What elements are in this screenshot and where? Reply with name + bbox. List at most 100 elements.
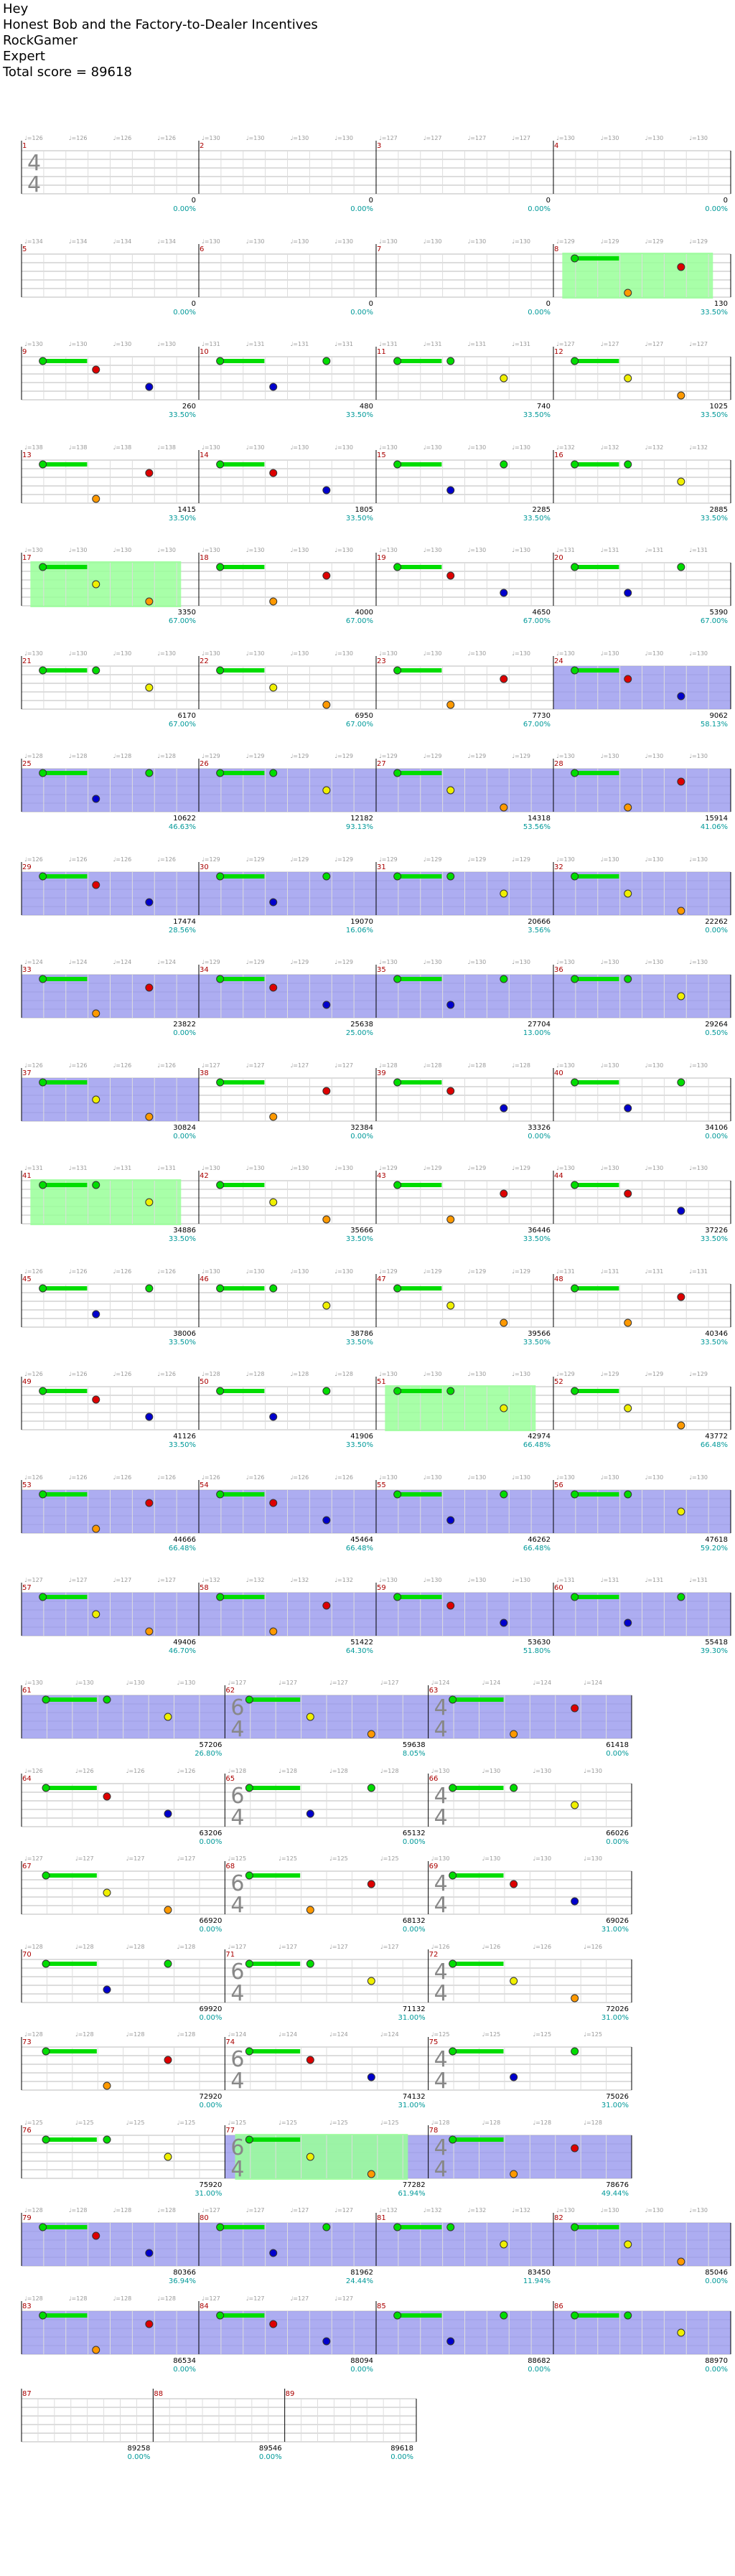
measure-number: 54 bbox=[200, 1481, 209, 1489]
sustain-tail bbox=[46, 1873, 97, 1878]
measure-score: 0 bbox=[369, 197, 373, 205]
bpm-marker: ♩=131 bbox=[512, 341, 530, 347]
bpm-marker: ♩=130 bbox=[689, 1474, 708, 1481]
bpm-marker: ♩=134 bbox=[24, 238, 43, 245]
bpm-marker: ♩=130 bbox=[69, 547, 88, 553]
note-gem bbox=[92, 1610, 100, 1619]
bpm-marker: ♩=127 bbox=[329, 1680, 348, 1686]
bpm-marker: ♩=128 bbox=[24, 1944, 43, 1950]
sustain-tail bbox=[42, 2313, 88, 2318]
bpm-marker: ♩=129 bbox=[512, 1268, 530, 1275]
bpm-marker: ♩=130 bbox=[601, 1474, 619, 1481]
bpm-marker: ♩=127 bbox=[689, 341, 708, 347]
note-gem bbox=[624, 1319, 632, 1327]
note-gem bbox=[446, 1301, 455, 1310]
note-gem bbox=[322, 1215, 331, 1224]
bpm-marker: ♩=129 bbox=[246, 856, 265, 863]
measure-score: 740 bbox=[537, 403, 551, 411]
note-gem bbox=[510, 2073, 518, 2081]
measure-number: 44 bbox=[554, 1172, 563, 1180]
measure-number: 65 bbox=[225, 1775, 235, 1783]
measure-score: 4000 bbox=[355, 609, 373, 617]
measure-score: 37226 bbox=[705, 1227, 728, 1235]
note-gem bbox=[393, 1593, 402, 1601]
measure-score: 7730 bbox=[533, 712, 551, 720]
sustain-tail bbox=[397, 462, 442, 467]
bpm-marker: ♩=130 bbox=[202, 650, 220, 657]
bpm-marker: ♩=128 bbox=[468, 1062, 487, 1069]
note-gem bbox=[446, 1087, 455, 1095]
total-score: Total score = 89618 bbox=[3, 65, 132, 80]
bpm-marker: ♩=128 bbox=[24, 2031, 43, 2038]
bpm-marker: ♩=130 bbox=[512, 1474, 530, 1481]
bpm-marker: ♩=129 bbox=[379, 856, 398, 863]
note-gem bbox=[446, 2337, 455, 2346]
bpm-marker: ♩=125 bbox=[329, 1855, 348, 1862]
measure-score: 59638 bbox=[403, 1741, 426, 1749]
note-gem bbox=[145, 383, 154, 391]
measure-number: 60 bbox=[554, 1584, 563, 1592]
bpm-marker: ♩=132 bbox=[512, 2207, 530, 2214]
measure-number: 85 bbox=[377, 2303, 386, 2310]
note-gem bbox=[216, 1593, 225, 1601]
note-gem bbox=[269, 1413, 278, 1421]
measure-score: 1025 bbox=[710, 403, 728, 411]
bpm-marker: ♩=130 bbox=[202, 444, 220, 451]
note-gem bbox=[92, 795, 100, 803]
bpm-marker: ♩=130 bbox=[689, 650, 708, 657]
measure-number: 62 bbox=[225, 1687, 235, 1695]
note-gem bbox=[92, 2346, 100, 2354]
measure-score: 33326 bbox=[528, 1124, 551, 1132]
measure-number: 49 bbox=[22, 1378, 32, 1386]
sustain-tail bbox=[220, 1183, 265, 1187]
measure-score: 55418 bbox=[705, 1639, 728, 1647]
bpm-marker: ♩=130 bbox=[533, 1768, 551, 1774]
measure-number: 39 bbox=[377, 1069, 386, 1077]
bpm-marker: ♩=127 bbox=[291, 2295, 309, 2302]
measure-number: 43 bbox=[377, 1172, 386, 1180]
bpm-marker: ♩=127 bbox=[380, 1680, 399, 1686]
bpm-marker: ♩=130 bbox=[689, 135, 708, 141]
bpm-marker: ♩=130 bbox=[291, 444, 309, 451]
note-gem bbox=[216, 2311, 225, 2320]
note-gem bbox=[571, 2144, 579, 2153]
bpm-marker: ♩=130 bbox=[584, 1768, 602, 1774]
sustain-tail bbox=[574, 977, 619, 981]
bpm-marker: ♩=128 bbox=[157, 2295, 176, 2302]
overdrive-percent: 33.50% bbox=[169, 411, 196, 419]
measure-number: 53 bbox=[22, 1481, 32, 1489]
note-gem bbox=[42, 1871, 50, 1880]
bpm-marker: ♩=128 bbox=[24, 2295, 43, 2302]
overdrive-percent: 33.50% bbox=[523, 1235, 551, 1243]
note-gem bbox=[269, 2249, 278, 2257]
bpm-marker: ♩=130 bbox=[113, 650, 132, 657]
note-gem bbox=[306, 1959, 314, 1968]
bpm-marker: ♩=130 bbox=[482, 1768, 501, 1774]
bpm-marker: ♩=130 bbox=[512, 1577, 530, 1583]
bpm-marker: ♩=129 bbox=[334, 856, 353, 863]
note-gem bbox=[145, 1627, 154, 1636]
bpm-marker: ♩=125 bbox=[329, 2120, 348, 2126]
bpm-marker: ♩=126 bbox=[75, 1768, 94, 1774]
bpm-marker: ♩=128 bbox=[157, 2207, 176, 2214]
bpm-marker: ♩=129 bbox=[689, 1371, 708, 1377]
bpm-marker: ♩=132 bbox=[689, 444, 708, 451]
bpm-marker: ♩=127 bbox=[24, 1577, 43, 1583]
game-name: RockGamer bbox=[3, 33, 78, 48]
bpm-marker: ♩=130 bbox=[533, 1855, 551, 1862]
note-gem bbox=[510, 1977, 518, 1985]
bpm-marker: ♩=129 bbox=[423, 1165, 442, 1171]
bpm-marker: ♩=127 bbox=[334, 2295, 353, 2302]
sustain-tail bbox=[574, 874, 619, 879]
measure-score: 4650 bbox=[533, 609, 551, 617]
bpm-marker: ♩=124 bbox=[228, 2031, 246, 2038]
overdrive-percent: 0.00% bbox=[606, 1750, 629, 1758]
measure-number: 78 bbox=[429, 2127, 439, 2135]
bpm-marker: ♩=131 bbox=[556, 1577, 575, 1583]
bpm-marker: ♩=130 bbox=[556, 1474, 575, 1481]
bpm-marker: ♩=128 bbox=[329, 1768, 348, 1774]
measure-number: 18 bbox=[200, 554, 209, 562]
note-gem bbox=[446, 1215, 455, 1224]
measure-number: 68 bbox=[225, 1863, 235, 1870]
note-gem bbox=[269, 2320, 278, 2328]
